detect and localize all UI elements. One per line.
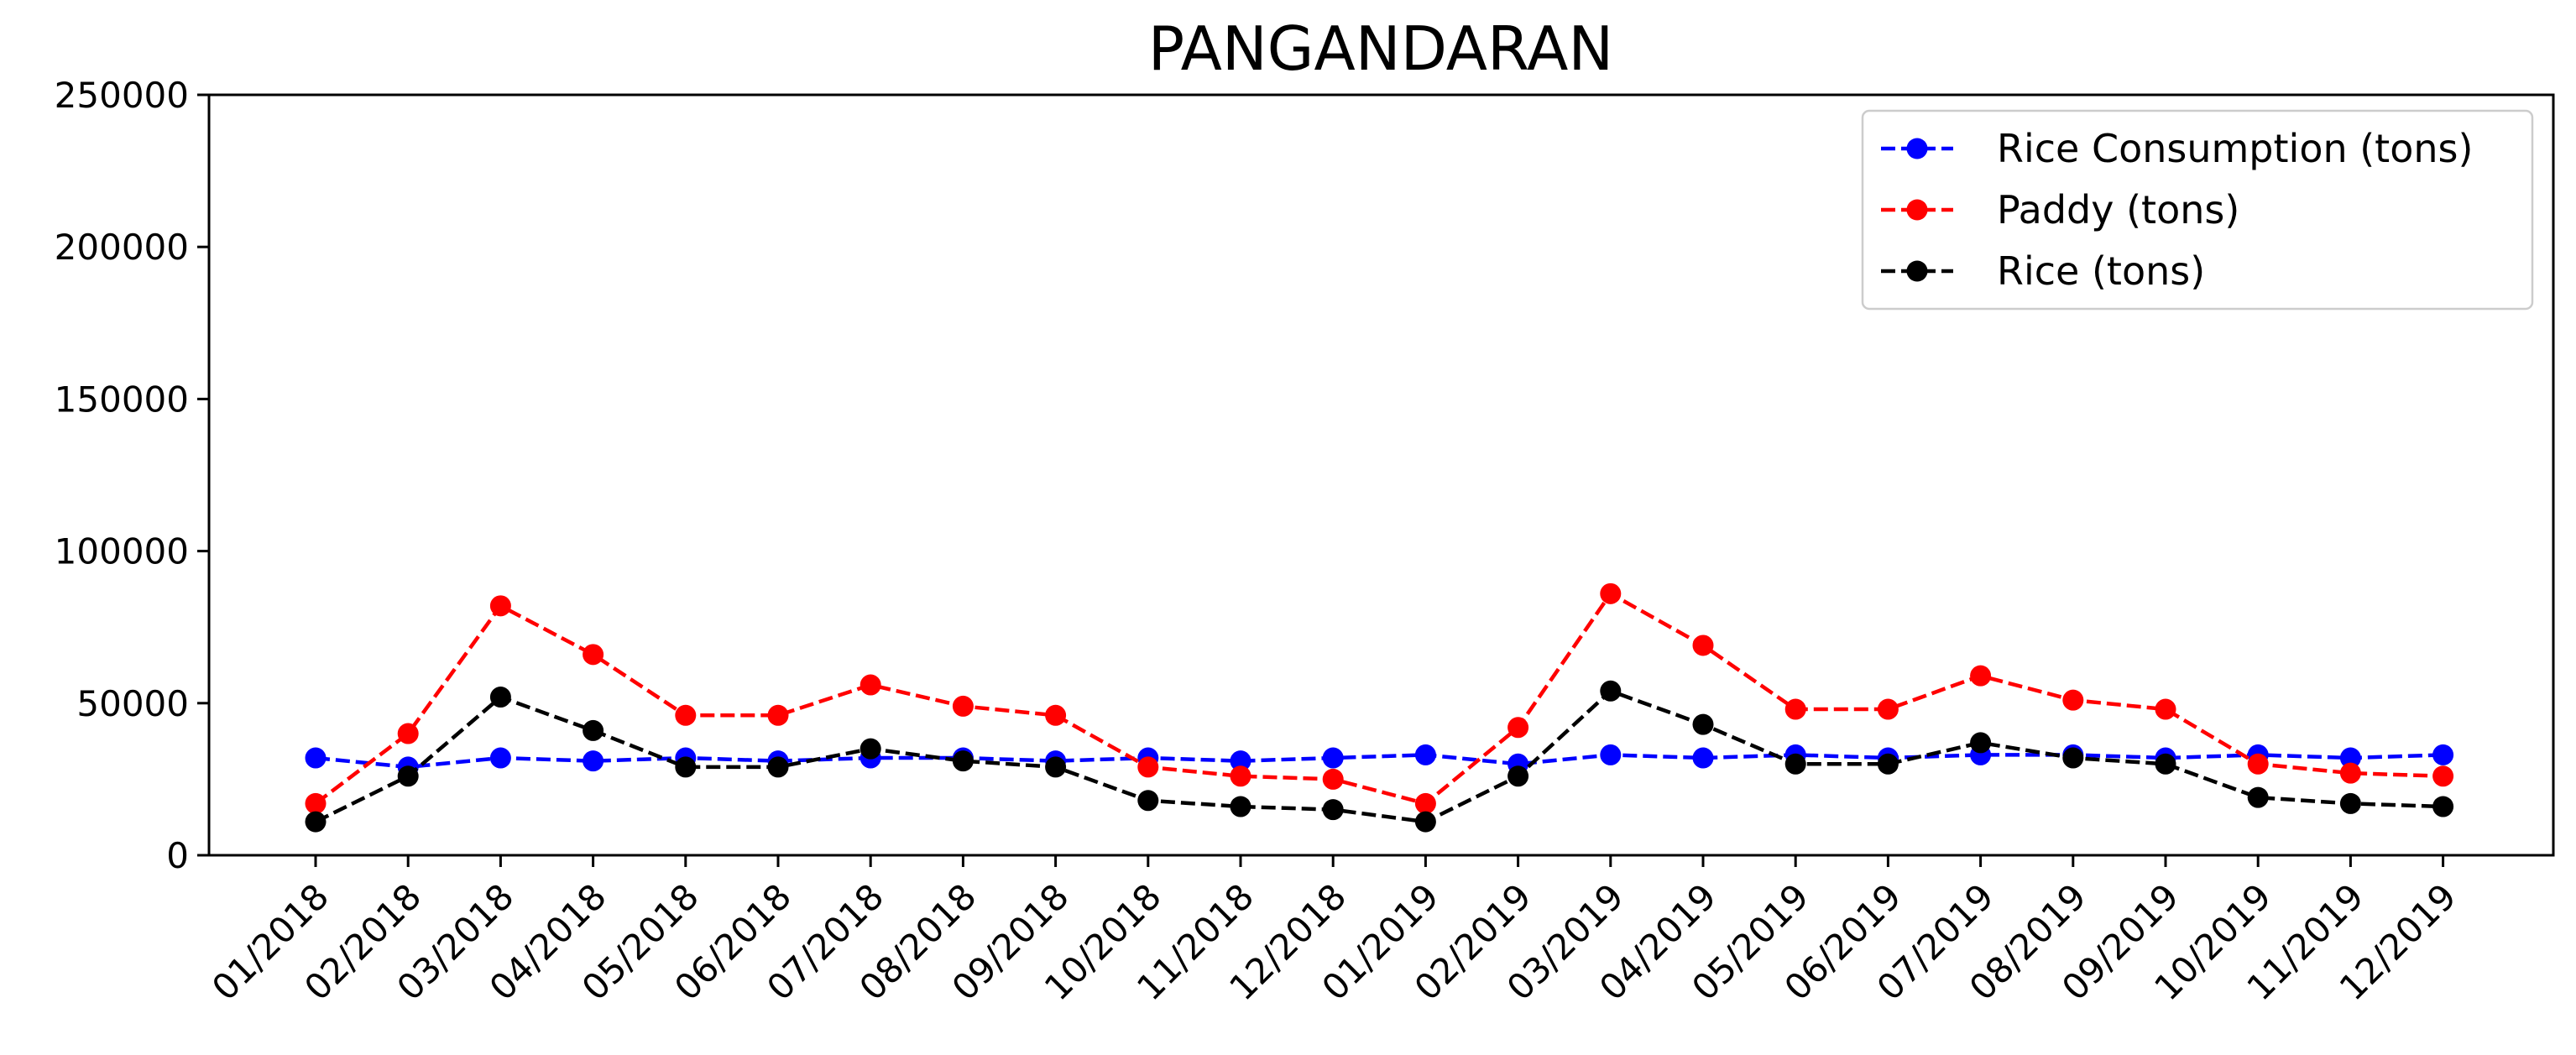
legend-frame (1861, 109, 2534, 311)
data-point (860, 674, 881, 696)
data-point (305, 792, 327, 814)
data-point (1970, 732, 1992, 754)
data-point (1045, 704, 1067, 726)
data-point (583, 750, 604, 772)
data-point (1414, 811, 1436, 833)
data-point (675, 756, 697, 778)
legend-marker (1906, 260, 1928, 282)
series-line (315, 753, 2443, 770)
data-point (2432, 796, 2454, 817)
data-point (1784, 753, 1806, 775)
legend-label: Rice (tons) (1997, 248, 2205, 294)
data-point (2247, 753, 2269, 775)
data-point (1045, 756, 1067, 778)
data-point (1784, 698, 1806, 720)
legend-item: Paddy (tons) (1881, 187, 2239, 232)
data-point (1970, 665, 1992, 687)
data-point (1137, 756, 1159, 778)
data-point (489, 595, 511, 617)
y-tick-label: 150000 (55, 379, 189, 420)
data-point (305, 811, 327, 833)
y-tick-label: 50000 (76, 683, 189, 724)
data-point (1414, 792, 1436, 814)
series-2 (305, 680, 2454, 833)
data-point (1692, 747, 1714, 769)
data-point (1414, 744, 1436, 765)
plot-frame (207, 93, 2555, 857)
data-point (2339, 747, 2361, 769)
data-point (2247, 786, 2269, 808)
data-point (583, 719, 604, 741)
data-point (952, 695, 974, 717)
y-tick-label: 200000 (55, 227, 189, 268)
data-point (1230, 750, 1251, 772)
data-point (1322, 747, 1344, 769)
y-tick-label: 100000 (55, 531, 189, 572)
legend-label: Rice Consumption (tons) (1997, 126, 2473, 171)
legend: Rice Consumption (tons) Paddy (tons) Rice … (1861, 109, 2534, 311)
data-point (1692, 713, 1714, 735)
data-point (1600, 582, 1622, 604)
data-point (1877, 753, 1899, 775)
data-point (489, 687, 511, 708)
data-point (1230, 796, 1251, 817)
data-point (1692, 635, 1714, 656)
data-point (1230, 765, 1251, 787)
y-tick-label: 250000 (55, 75, 189, 116)
data-point (2155, 753, 2176, 775)
data-point (2062, 747, 2084, 769)
data-point (1507, 717, 1529, 739)
data-point (2432, 765, 2454, 787)
series-layer (305, 582, 2454, 833)
data-point (1507, 765, 1529, 787)
data-point (2062, 689, 2084, 711)
data-point (2339, 762, 2361, 784)
data-point (397, 765, 419, 787)
data-point (767, 756, 789, 778)
data-point (397, 723, 419, 744)
y-tick-label: 0 (166, 835, 189, 876)
data-point (489, 747, 511, 769)
data-point (860, 738, 881, 760)
series-line (314, 591, 2443, 806)
data-point (2339, 792, 2361, 814)
legend-label: Paddy (tons) (1997, 187, 2239, 232)
data-point (1600, 680, 1622, 702)
data-point (1322, 799, 1344, 821)
data-point (583, 644, 604, 666)
legend-item: Rice Consumption (tons) (1881, 126, 2473, 171)
legend-marker (1906, 138, 1928, 159)
series-line (315, 688, 2443, 824)
data-point (1877, 698, 1899, 720)
legend-item: Rice (tons) (1881, 248, 2205, 294)
y-axis: 0 50000 100000 150000 200000 250000 (55, 75, 209, 876)
data-point (2432, 744, 2454, 765)
series-1 (305, 582, 2454, 814)
data-point (675, 704, 697, 726)
data-point (767, 704, 789, 726)
x-axis: 01/201802/201803/201804/201805/201806/20… (204, 855, 2464, 1008)
data-point (2155, 698, 2176, 720)
chart-title: PANGANDARAN (1148, 13, 1613, 84)
legend-marker (1906, 199, 1928, 221)
data-point (1322, 768, 1344, 790)
data-point (1600, 744, 1622, 765)
data-point (1137, 790, 1159, 812)
data-point (952, 750, 974, 772)
data-point (305, 747, 327, 769)
